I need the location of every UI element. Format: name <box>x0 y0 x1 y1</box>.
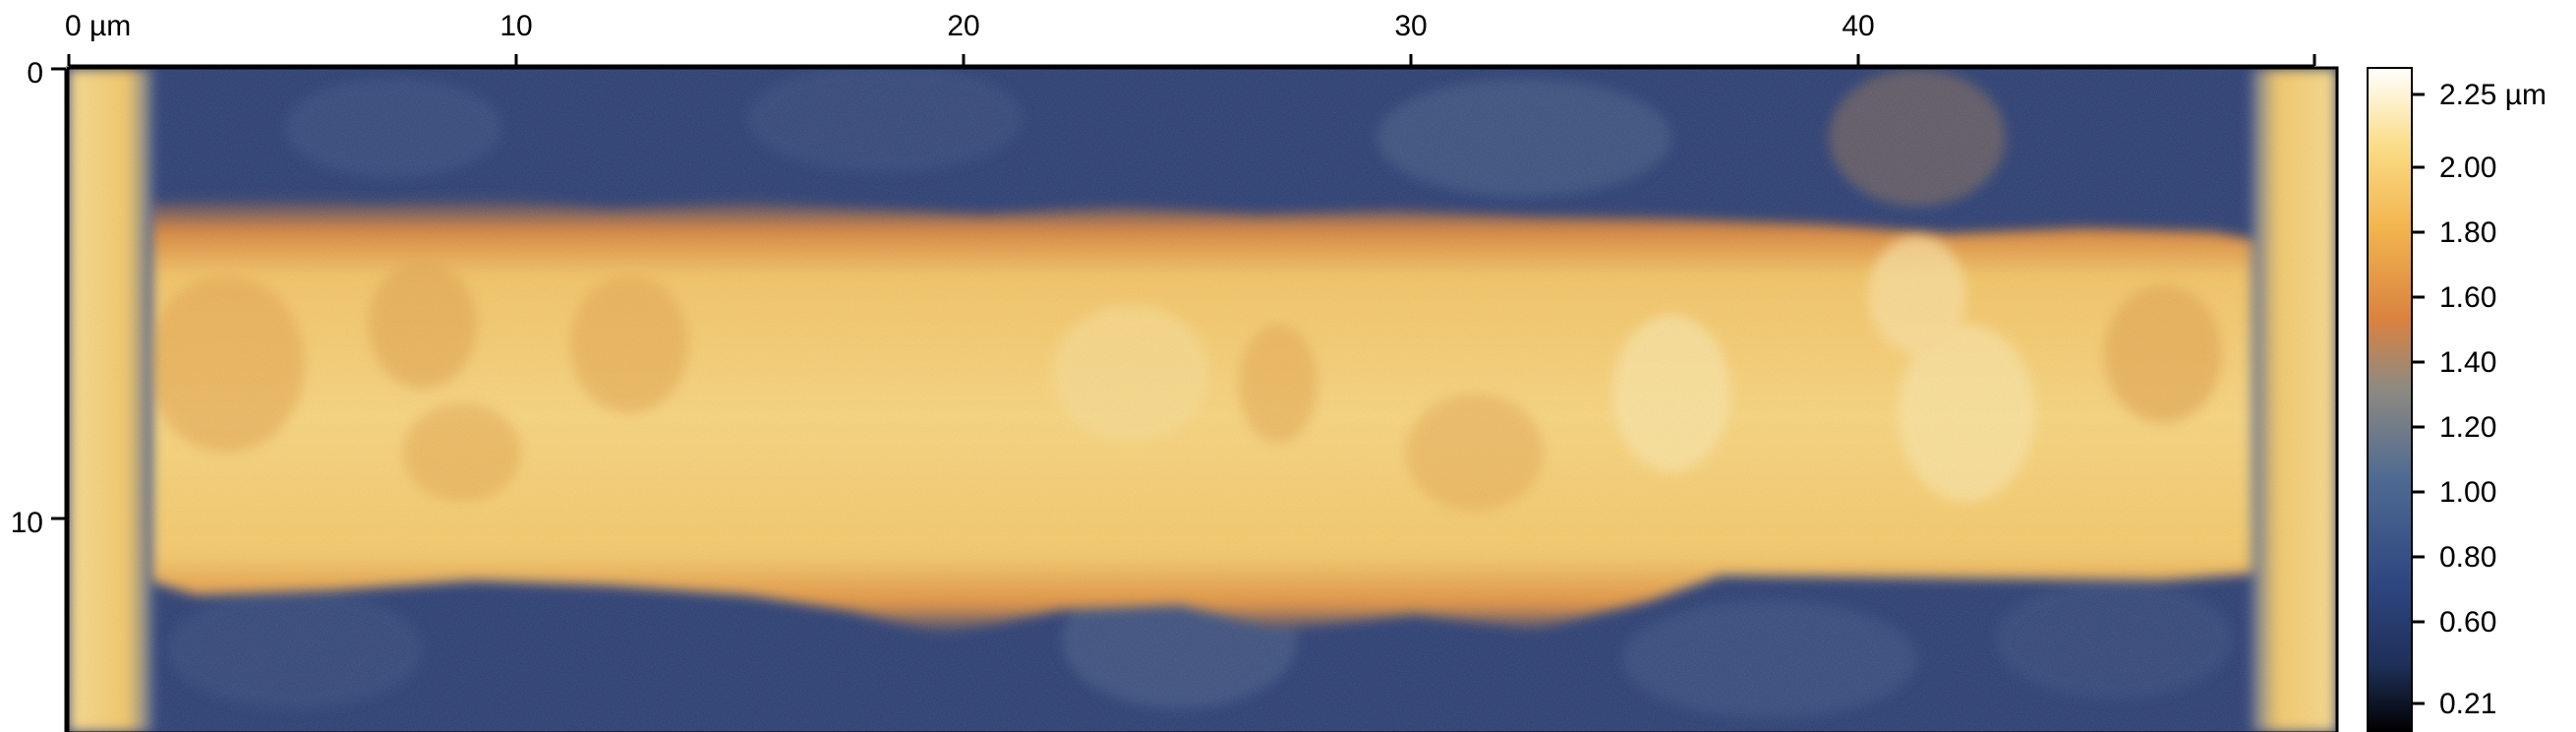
y-tick-label: 0 <box>27 57 43 90</box>
x-tick-label: 40 <box>1842 10 1874 42</box>
x-tick-label: 30 <box>1394 10 1427 42</box>
colorbar-gradient <box>2367 67 2413 732</box>
x-tick-label: 10 <box>499 10 532 42</box>
colorbar-ticks: 2.25 µm 2.00 1.80 1.60 1.40 1.20 1.00 0.80 0.60 0… <box>2412 79 2547 720</box>
colorbar-tick-label: 0.60 <box>2439 606 2496 639</box>
y-tick-label: 10 <box>11 507 43 539</box>
y-axis: 0 10 <box>11 57 68 732</box>
height-map-image <box>69 69 2336 732</box>
x-axis: 0 µm 10 20 30 40 <box>65 10 2316 68</box>
colorbar-tick-label: 1.60 <box>2439 281 2496 314</box>
colorbar-tick-label: 1.40 <box>2439 346 2496 379</box>
colorbar-tick-label: 0.21 <box>2439 688 2496 720</box>
colorbar-tick-label: 1.80 <box>2439 216 2496 249</box>
colorbar-tick-label: 2.00 <box>2439 152 2496 184</box>
colorbar-tick-label: 2.25 µm <box>2439 79 2547 111</box>
x-tick-label: 20 <box>947 10 979 42</box>
colorbar-tick-label: 1.00 <box>2439 476 2496 509</box>
colorbar-tick-label: 1.20 <box>2439 411 2496 444</box>
x-tick-label: 0 µm <box>65 10 131 42</box>
colorbar-tick-label: 0.80 <box>2439 541 2496 574</box>
colorbar: 2.25 µm 2.00 1.80 1.60 1.40 1.20 1.00 0.80 0.60 0… <box>2367 67 2547 732</box>
image-frame <box>66 66 2339 732</box>
